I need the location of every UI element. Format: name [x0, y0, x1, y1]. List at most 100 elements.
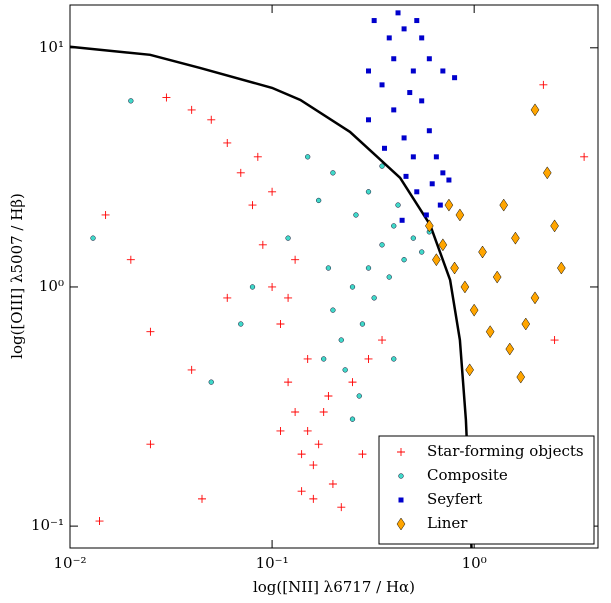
circle-point: [349, 284, 356, 290]
circle-point: [238, 321, 244, 327]
x-tick-label: 10⁻¹: [256, 554, 289, 572]
plus-point: [223, 138, 232, 147]
plus-point: [207, 115, 216, 124]
legend-label: Composite: [427, 466, 508, 484]
diamond-point: [511, 231, 520, 245]
plus-point: [146, 327, 155, 336]
diamond-point: [478, 245, 487, 259]
square-point: [399, 217, 405, 223]
plus-point: [309, 461, 318, 470]
legend: Star-forming objects Composite Seyfert Line…: [378, 435, 595, 545]
plus-point: [187, 365, 196, 374]
plus-point: [309, 494, 318, 503]
circle-point: [249, 284, 256, 290]
plus-point: [291, 255, 300, 264]
legend-label: Liner: [427, 514, 468, 532]
y-tick-label: 10⁰: [39, 277, 64, 295]
plus-point: [297, 450, 306, 459]
plus-point: [319, 408, 328, 417]
plus-point: [337, 503, 346, 512]
plus-point: [314, 440, 323, 449]
plus-point: [303, 354, 312, 363]
diamond-point: [499, 198, 508, 212]
plus-point: [253, 152, 262, 161]
square-point: [366, 68, 372, 74]
plus-point: [348, 378, 357, 387]
plus-point: [258, 240, 267, 249]
plus-point: [550, 336, 559, 345]
legend-marker: [396, 517, 406, 531]
circle-point: [90, 235, 96, 241]
square-point: [414, 18, 420, 24]
square-point: [395, 10, 401, 16]
circle-point: [321, 356, 327, 362]
plus-point: [324, 391, 333, 400]
plus-point: [539, 80, 548, 89]
diamond-point: [444, 198, 454, 212]
x-tick-label: 10⁻²: [53, 554, 86, 572]
legend-label: Seyfert: [427, 490, 482, 508]
square-point: [382, 145, 388, 151]
plus-point: [248, 201, 257, 210]
plot-frame: [69, 4, 599, 549]
circle-point: [386, 274, 392, 280]
circle-point: [349, 416, 356, 422]
x-tick-label: 10⁰: [462, 554, 487, 572]
square-point: [446, 177, 452, 183]
diamond-point: [469, 303, 479, 317]
square-point: [437, 202, 443, 208]
plus-point: [284, 378, 293, 387]
plus-point: [364, 354, 373, 363]
legend-box: [378, 435, 595, 545]
circle-point: [419, 249, 425, 255]
circle-point: [330, 170, 336, 176]
circle-point: [391, 356, 397, 362]
plus-point: [198, 494, 207, 503]
square-point: [426, 128, 432, 134]
square-point: [391, 56, 397, 62]
plus-point: [303, 426, 312, 435]
plus-point: [187, 105, 196, 114]
square-point: [419, 35, 425, 41]
plot-area: [69, 10, 589, 549]
diamond-point: [455, 208, 465, 222]
circle-point: [325, 265, 332, 271]
square-point: [440, 68, 446, 74]
plus-point: [284, 293, 293, 302]
circle-point: [391, 223, 397, 229]
plus-point: [291, 408, 300, 417]
plus-point: [378, 336, 387, 345]
circle-point: [128, 98, 134, 104]
circle-point: [371, 295, 377, 301]
circle-point: [353, 212, 359, 218]
diamond-point: [425, 219, 434, 233]
square-point: [433, 154, 439, 160]
square-point: [371, 18, 377, 24]
diamond-point: [438, 238, 448, 252]
square-point: [419, 98, 425, 104]
diamond-point: [492, 270, 502, 284]
diamond-point: [450, 261, 459, 275]
square-point: [401, 135, 407, 141]
legend-marker: [398, 497, 404, 503]
circle-point: [379, 163, 385, 169]
plus-point: [223, 293, 232, 302]
diamond-point: [516, 370, 526, 384]
plus-point: [328, 480, 337, 489]
circle-point: [365, 189, 372, 195]
diamond-point: [542, 166, 552, 180]
legend-label: Star-forming objects: [427, 442, 584, 460]
circle-point: [316, 197, 322, 204]
plus-point: [162, 93, 171, 102]
plus-point: [276, 320, 285, 329]
square-point: [426, 56, 432, 62]
plus-point: [236, 168, 245, 177]
plus-point: [297, 487, 306, 496]
square-point: [452, 75, 458, 81]
diamond-point: [465, 363, 474, 377]
square-point: [379, 82, 385, 88]
diamond-point: [557, 261, 566, 275]
diamond-point: [485, 325, 495, 339]
